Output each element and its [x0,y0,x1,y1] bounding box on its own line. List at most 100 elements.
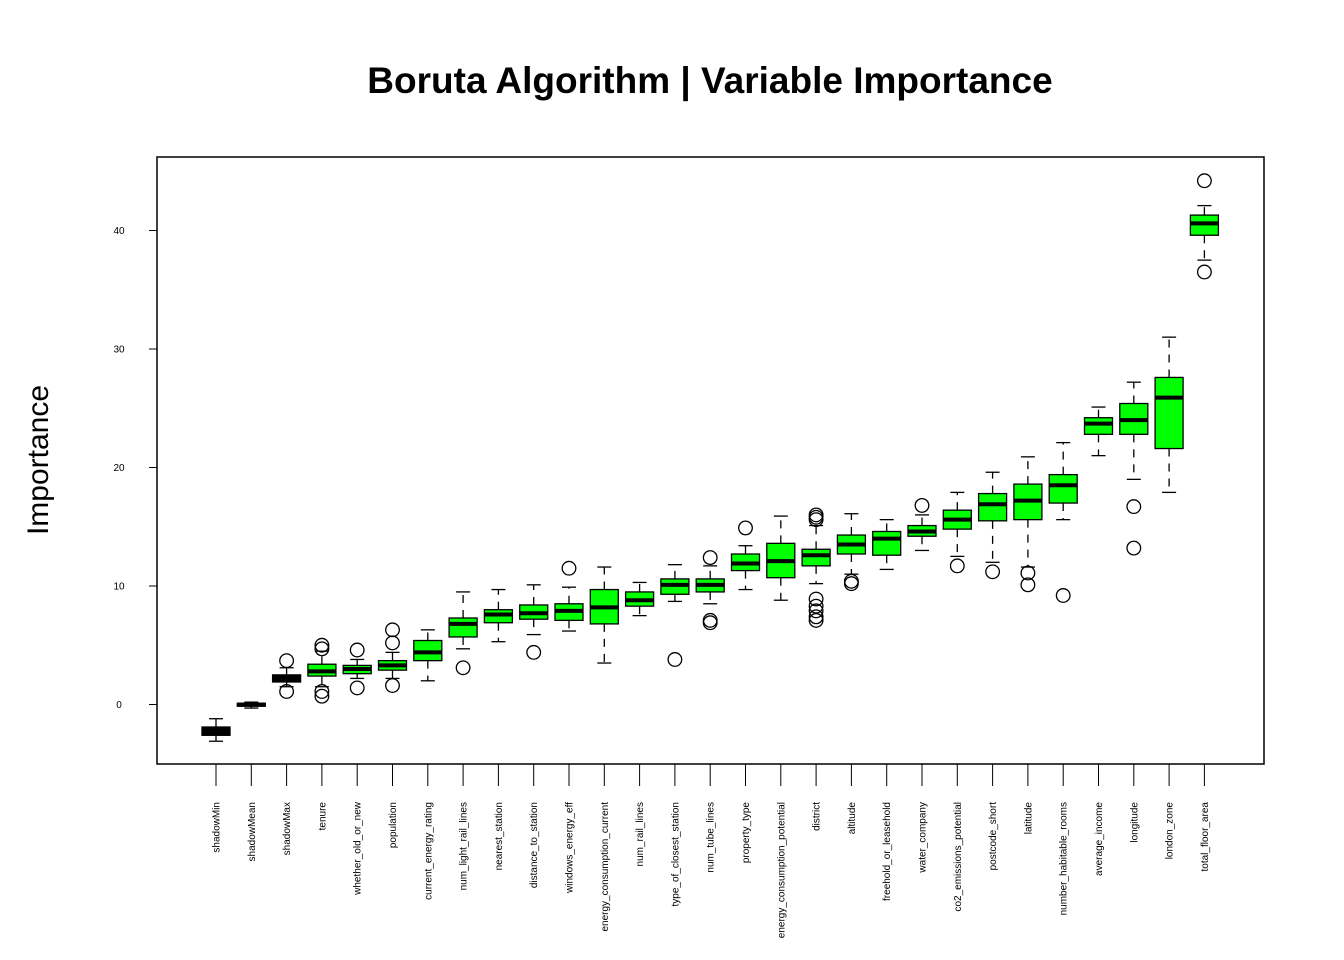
box-property-type [730,520,761,591]
outlier-point [985,564,1001,580]
box-energy-consumption-potential [766,515,796,601]
x-tick-label: type_of_closest_station [670,802,681,907]
box-shadowMax [271,653,302,699]
x-tick-label: num_tube_lines [706,802,717,873]
outlier-point [314,637,330,653]
x-tick-label: number_habitable_rooms [1059,802,1070,915]
x-tick-label: tenure [317,802,328,831]
x-tick-label: london_zone [1165,802,1176,860]
iqr-box [977,492,1008,522]
x-tick-label: whether_old_or_new [353,801,364,896]
box-number-habitable-rooms [1048,441,1078,603]
box-district [801,507,831,628]
y-tick-label: 20 [113,463,125,474]
x-tick-label: average_income [1094,802,1105,876]
y-tick-label: 0 [116,700,122,711]
x-tick-label: distance_to_station [529,802,540,888]
chart-title: Boruta Algorithm | Variable Importance [367,60,1052,102]
outlier-point [561,560,577,576]
outlier-point [702,550,718,566]
outlier-point [738,520,753,536]
box-population [377,622,408,693]
x-tick-label: co2_emissions_potential [953,802,964,912]
box-water-company [907,497,937,552]
outlier-point [1196,173,1212,189]
outlier-point [949,558,965,574]
outlier-point [1126,499,1142,515]
y-tick-label: 40 [113,226,125,237]
x-tick-label: freehold_or_leasehold [882,802,893,901]
x-tick-label: postcode_short [988,802,999,871]
outlier-point [1020,577,1036,593]
outlier-point [1126,540,1142,556]
box-altitude [836,513,867,592]
x-tick-label: shadowMax [282,802,293,855]
outlier-point [314,684,330,699]
box-shadowMin [201,718,231,742]
outlier-point [808,603,824,619]
outlier-point [1055,588,1071,603]
box-latitude [1013,456,1043,593]
outlier-point [1196,264,1212,280]
outlier-point [914,497,930,513]
x-axis: shadowMin shadowMean shadowMax tenure whethe… [212,764,1211,938]
box-num-tube-lines [695,550,725,631]
x-tick-label: num_light_rail_lines [459,802,470,890]
box-longitude [1119,381,1149,556]
iqr-box [1048,473,1078,504]
iqr-box [801,548,831,567]
x-tick-label: total_floor_area [1200,802,1211,872]
box-whether-old-or-new [342,642,372,696]
x-tick-label: water_company [918,802,929,874]
outlier-point [314,641,330,657]
box-shadowMean [236,701,266,709]
box-num-light-rail-lines [448,591,478,676]
outlier-point [455,660,471,676]
box-london-zone [1154,336,1184,494]
box-tenure [307,637,337,704]
x-tick-label: shadowMin [212,802,223,853]
outlier-point [526,644,542,660]
iqr-box [448,617,478,638]
x-tick-label: shadowMean [247,802,258,861]
y-tick-label: 30 [113,345,125,356]
iqr-box [1083,417,1114,435]
box-nearest-station [483,588,514,643]
x-tick-label: population [388,802,399,848]
outlier-point [667,652,683,667]
box-average-income [1083,406,1114,457]
boxes-layer [201,173,1220,742]
outlier-point [385,622,400,638]
outlier-point [808,512,824,528]
y-axis: 0 10 20 30 40 [113,226,157,711]
box-co2-emissions-potential [942,491,972,574]
x-tick-label: latitude [1023,802,1034,835]
x-tick-label: altitude [847,802,858,835]
x-tick-label: windows_energy_eff [565,802,576,894]
x-tick-label: energy_consumption_potential [776,802,787,938]
outlier-point [385,635,400,651]
outlier-point [349,680,365,696]
outlier-point [385,678,400,693]
outlier-point [314,688,330,704]
box-freehold-or-leasehold [872,518,902,571]
x-tick-label: current_energy_rating [423,802,434,900]
box-energy-consumption-current [589,566,619,664]
x-tick-label: nearest_station [494,802,505,870]
x-tick-label: property_type [741,802,752,864]
y-axis-label: Importance [22,385,55,535]
box-total-floor-area [1189,173,1220,280]
x-tick-label: longitude [1129,802,1140,843]
box-postcode-short [977,471,1008,580]
outlier-point [843,576,859,592]
x-tick-label: num_rail_lines [635,802,646,866]
x-tick-label: energy_consumption_current [600,802,611,932]
box-windows-energy-eff [554,560,584,632]
outlier-point [279,653,295,669]
box-distance-to-station [519,584,549,660]
outlier-point [349,642,365,658]
outlier-point [808,612,824,628]
box-type-of-closest-station [660,564,690,667]
outlier-point [702,615,718,631]
